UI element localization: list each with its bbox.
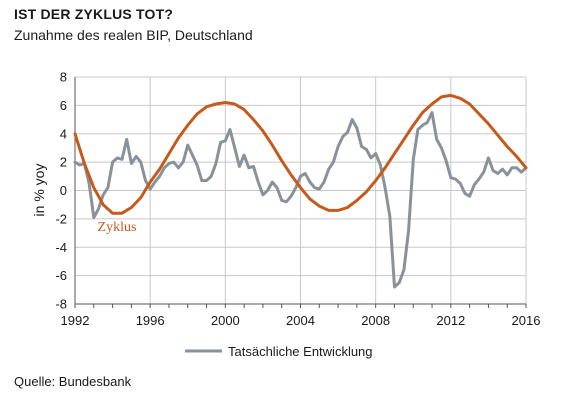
legend: Tatsächliche Entwicklung	[185, 344, 373, 359]
chart-subtitle: Zunahme des realen BIP, Deutschland	[14, 27, 253, 43]
x-tick-label-4: 2008	[361, 313, 390, 328]
source-note: Quelle: Bundesbank	[14, 374, 132, 389]
y-axis-label: in % yoy	[31, 164, 47, 217]
series-lines	[73, 93, 528, 289]
x-tick-label-5: 2012	[436, 313, 465, 328]
y-tick-label-2: -4	[55, 240, 67, 255]
x-tick-label-6: 2016	[512, 313, 541, 328]
y-tick-label-0: -8	[55, 297, 67, 312]
x-tick-label-1: 1996	[136, 313, 165, 328]
axes	[74, 77, 527, 308]
y-tick-label-7: 6	[60, 98, 67, 113]
x-tick-label-2: 2000	[211, 313, 240, 328]
y-tick-label-6: 4	[60, 126, 67, 141]
legend-label-actual: Tatsächliche Entwicklung	[228, 344, 373, 359]
chart-title: IST DER ZYKLUS TOT?	[14, 6, 174, 22]
tick-labels: -8 -6 -4 -2 0 2 4 6 8 1992 1996 2000 2004 2008 2012 201…	[55, 70, 540, 329]
cycle-annotation: Zyklus	[98, 220, 137, 235]
grid-lines	[74, 76, 527, 305]
series-line-cycle	[73, 93, 528, 215]
series-line-actual	[73, 111, 528, 289]
y-tick-label-1: -6	[55, 268, 67, 283]
y-tick-label-5: 2	[60, 155, 67, 170]
line-chart: -8 -6 -4 -2 0 2 4 6 8 1992 1996 2000 2004 2008 2012 201…	[31, 70, 540, 360]
y-tick-label-4: 0	[60, 183, 67, 198]
y-tick-label-3: -2	[55, 211, 67, 226]
x-tick-label-3: 2004	[286, 313, 315, 328]
x-tick-label-0: 1992	[61, 313, 90, 328]
y-tick-label-8: 8	[60, 70, 67, 85]
